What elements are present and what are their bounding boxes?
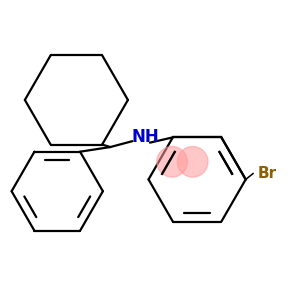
Text: NH: NH: [132, 128, 160, 146]
Circle shape: [177, 146, 208, 177]
Text: Br: Br: [257, 166, 277, 181]
Circle shape: [157, 146, 188, 177]
